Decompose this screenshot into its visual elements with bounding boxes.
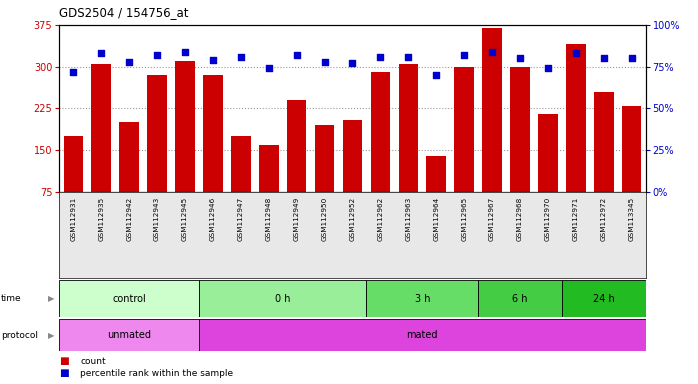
Point [319,59,330,65]
Text: GSM112943: GSM112943 [154,196,160,240]
Point [431,72,442,78]
Point [68,69,79,75]
Text: GSM112949: GSM112949 [294,196,299,240]
Point [347,60,358,66]
Bar [287,100,306,192]
Text: ▶: ▶ [47,294,54,303]
Point [542,65,554,71]
Bar [426,156,446,192]
Bar [510,67,530,192]
Bar [482,28,502,192]
Point [179,49,191,55]
Text: protocol: protocol [1,331,38,339]
Text: 3 h: 3 h [415,293,430,304]
Point [96,50,107,56]
Text: GSM112968: GSM112968 [517,196,523,240]
Bar [259,145,279,192]
Text: ■: ■ [59,368,69,378]
Bar [119,122,139,192]
Text: ■: ■ [59,356,69,366]
Bar [478,280,562,317]
Text: count: count [80,357,106,366]
Bar [199,280,366,317]
Text: GDS2504 / 154756_at: GDS2504 / 154756_at [59,6,189,19]
Bar [538,114,558,192]
Text: GSM112962: GSM112962 [378,196,383,240]
Text: GSM112946: GSM112946 [210,196,216,240]
Text: GSM112952: GSM112952 [350,196,355,240]
Point [151,52,163,58]
Bar [59,319,199,351]
Bar [175,61,195,192]
Bar [203,75,223,192]
Text: mated: mated [406,330,438,340]
Point [375,54,386,60]
Point [207,57,218,63]
Point [514,55,526,61]
Point [403,54,414,60]
Bar [199,319,646,351]
Text: ▶: ▶ [47,331,54,339]
Text: GSM112971: GSM112971 [573,196,579,240]
Bar [64,136,83,192]
Bar [343,120,362,192]
Bar [91,64,111,192]
Point [570,50,581,56]
Bar [594,92,614,192]
Bar [371,72,390,192]
Bar [366,280,478,317]
Bar [454,67,474,192]
Bar [147,75,167,192]
Text: 6 h: 6 h [512,293,528,304]
Point [459,52,470,58]
Text: unmated: unmated [107,330,151,340]
Bar [562,280,646,317]
Bar [399,64,418,192]
Point [626,55,637,61]
Bar [59,280,199,317]
Point [124,59,135,65]
Text: GSM112970: GSM112970 [545,196,551,240]
Point [235,54,246,60]
Text: GSM112931: GSM112931 [70,196,76,240]
Text: 0 h: 0 h [275,293,290,304]
Text: GSM112948: GSM112948 [266,196,272,240]
Text: time: time [1,294,22,303]
Text: GSM112950: GSM112950 [322,196,327,240]
Text: GSM112965: GSM112965 [461,196,467,240]
Point [291,52,302,58]
Text: GSM113345: GSM113345 [629,196,634,240]
Text: GSM112942: GSM112942 [126,196,132,240]
Text: GSM112963: GSM112963 [406,196,411,240]
Text: GSM112964: GSM112964 [433,196,439,240]
Text: GSM112945: GSM112945 [182,196,188,240]
Bar [315,125,334,192]
Text: 24 h: 24 h [593,293,615,304]
Bar [566,45,586,192]
Point [598,55,609,61]
Point [263,65,274,71]
Bar [622,106,641,192]
Text: GSM112935: GSM112935 [98,196,104,240]
Text: GSM112967: GSM112967 [489,196,495,240]
Bar [231,136,251,192]
Text: control: control [112,293,146,304]
Text: GSM112947: GSM112947 [238,196,244,240]
Text: GSM112972: GSM112972 [601,196,607,240]
Text: percentile rank within the sample: percentile rank within the sample [80,369,233,378]
Point [487,49,498,55]
